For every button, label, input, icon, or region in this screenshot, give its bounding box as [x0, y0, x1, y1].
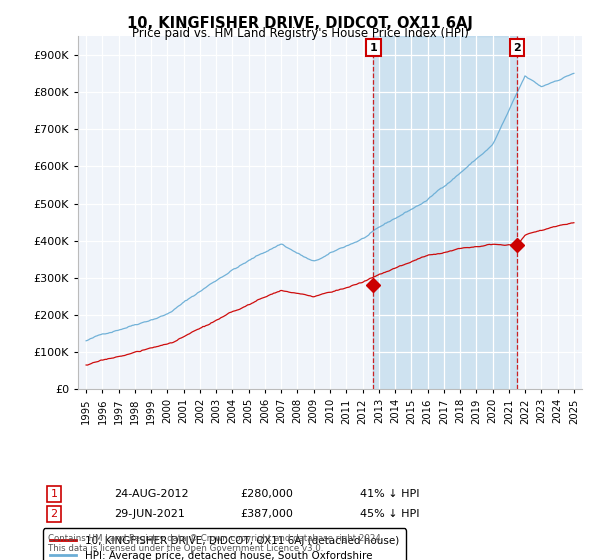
Text: £280,000: £280,000	[240, 489, 293, 499]
Text: Price paid vs. HM Land Registry's House Price Index (HPI): Price paid vs. HM Land Registry's House …	[131, 27, 469, 40]
Text: 1: 1	[369, 43, 377, 53]
Text: 10, KINGFISHER DRIVE, DIDCOT, OX11 6AJ: 10, KINGFISHER DRIVE, DIDCOT, OX11 6AJ	[127, 16, 473, 31]
Text: 2: 2	[513, 43, 521, 53]
Text: 41% ↓ HPI: 41% ↓ HPI	[360, 489, 419, 499]
Text: 2: 2	[50, 509, 58, 519]
Bar	[373, 36, 517, 389]
Text: Contains HM Land Registry data © Crown copyright and database right 2024.
This d: Contains HM Land Registry data © Crown c…	[48, 534, 383, 553]
Text: 1: 1	[50, 489, 58, 499]
Text: 45% ↓ HPI: 45% ↓ HPI	[360, 509, 419, 519]
Text: 29-JUN-2021: 29-JUN-2021	[114, 509, 185, 519]
Text: 24-AUG-2012: 24-AUG-2012	[114, 489, 188, 499]
Text: £387,000: £387,000	[240, 509, 293, 519]
Legend: 10, KINGFISHER DRIVE, DIDCOT, OX11 6AJ (detached house), HPI: Average price, det: 10, KINGFISHER DRIVE, DIDCOT, OX11 6AJ (…	[43, 529, 406, 560]
